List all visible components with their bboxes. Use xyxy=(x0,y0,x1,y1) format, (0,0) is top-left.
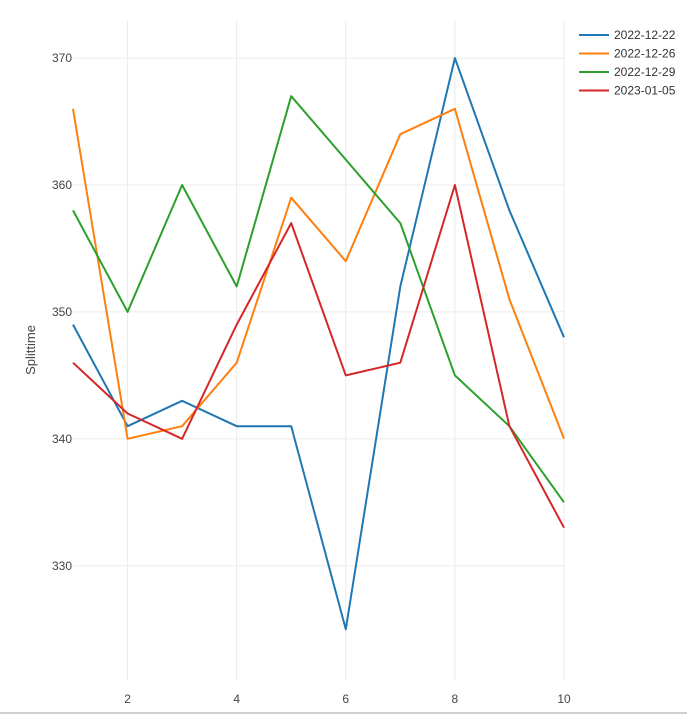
y-gridlines xyxy=(73,57,564,567)
series-line-2022-12-26 xyxy=(72,107,565,440)
y-tick-label: 340 xyxy=(52,432,72,446)
legend-label: 2022-12-22 xyxy=(614,28,676,42)
y-tick-label: 370 xyxy=(52,51,72,65)
legend[interactable]: 2022-12-22 2022-12-26 2022-12-29 2023-01-05 xyxy=(579,28,676,98)
x-gridlines xyxy=(127,20,565,680)
x-tick-label: 6 xyxy=(342,692,349,706)
legend-label: 2022-12-29 xyxy=(614,65,676,79)
legend-label: 2022-12-26 xyxy=(614,47,676,61)
y-tick-label: 330 xyxy=(52,559,72,573)
y-tick-label: 360 xyxy=(52,178,72,192)
y-axis-title: Splittime xyxy=(23,325,38,375)
legend-label: 2023-01-05 xyxy=(614,84,676,98)
legend-item[interactable]: 2022-12-29 xyxy=(579,65,676,79)
x-tick-label: 2 xyxy=(124,692,131,706)
legend-item[interactable]: 2022-12-26 xyxy=(579,47,676,61)
series-line-2022-12-29 xyxy=(72,95,565,503)
series-lines xyxy=(72,57,565,631)
legend-item[interactable]: 2022-12-22 xyxy=(579,28,676,42)
series-line-2022-12-22 xyxy=(72,57,565,631)
x-tick-label: 4 xyxy=(233,692,240,706)
legend-item[interactable]: 2023-01-05 xyxy=(579,84,676,98)
y-tick-label: 350 xyxy=(52,305,72,319)
y-axis-ticks: 330 340 350 360 370 xyxy=(52,51,72,573)
x-axis-ticks: 2 4 6 8 10 xyxy=(124,692,571,706)
bottom-border xyxy=(0,712,687,714)
x-tick-label: 8 xyxy=(452,692,459,706)
x-tick-label: 10 xyxy=(557,692,571,706)
series-line-2023-01-05 xyxy=(72,184,565,529)
